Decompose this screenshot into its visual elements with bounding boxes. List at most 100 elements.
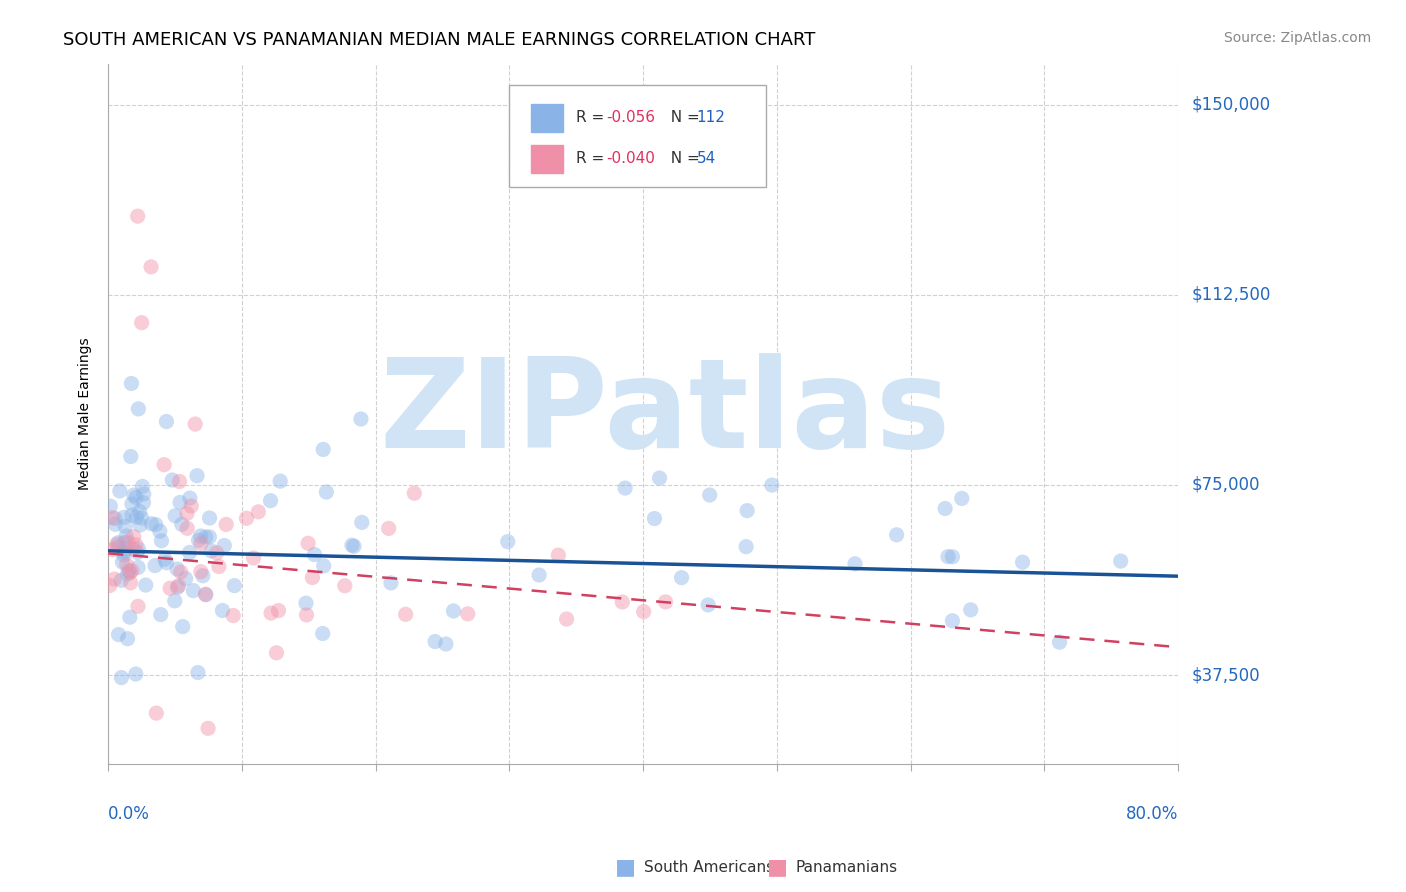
- Point: [443, 604, 465, 618]
- Point: [103, 572, 125, 586]
- Point: [547, 548, 569, 562]
- Point: [205, 546, 228, 560]
- Text: Source: ZipAtlas.com: Source: ZipAtlas.com: [1223, 31, 1371, 45]
- Text: ■: ■: [768, 857, 787, 877]
- Text: $112,500: $112,500: [1192, 285, 1271, 304]
- Point: [165, 508, 187, 523]
- Point: [174, 572, 197, 586]
- Point: [527, 568, 550, 582]
- Bar: [531, 104, 562, 132]
- Point: [312, 558, 335, 573]
- Point: [101, 542, 124, 557]
- Point: [108, 483, 131, 498]
- Text: ZIPatlas: ZIPatlas: [380, 353, 950, 475]
- Point: [699, 488, 721, 502]
- Point: [1109, 554, 1132, 568]
- Point: [457, 607, 479, 621]
- Point: [170, 565, 193, 579]
- Point: [172, 619, 194, 633]
- Point: [936, 549, 959, 564]
- Point: [115, 558, 138, 572]
- Point: [190, 536, 212, 550]
- Point: [153, 458, 176, 472]
- Point: [235, 511, 257, 525]
- Point: [434, 637, 457, 651]
- Point: [159, 581, 181, 595]
- Point: [350, 412, 373, 426]
- Text: Panamanians: Panamanians: [796, 860, 898, 874]
- Point: [941, 614, 963, 628]
- Point: [118, 564, 141, 578]
- Point: [267, 603, 290, 617]
- Point: [187, 533, 209, 548]
- Text: ■: ■: [616, 857, 636, 877]
- Point: [215, 517, 238, 532]
- Point: [125, 510, 148, 524]
- Point: [155, 556, 177, 570]
- Point: [128, 504, 150, 518]
- Point: [959, 603, 981, 617]
- Point: [735, 540, 758, 554]
- Point: [198, 511, 221, 525]
- Point: [169, 495, 191, 509]
- Text: 0.0%: 0.0%: [108, 805, 150, 823]
- Y-axis label: Median Male Earnings: Median Male Earnings: [79, 338, 93, 491]
- Point: [200, 544, 222, 558]
- Point: [155, 415, 177, 429]
- Point: [496, 534, 519, 549]
- Text: $150,000: $150,000: [1192, 95, 1271, 113]
- Point: [127, 545, 149, 559]
- Point: [166, 581, 188, 595]
- Point: [107, 627, 129, 641]
- Point: [169, 475, 191, 489]
- Point: [176, 521, 198, 535]
- Point: [941, 549, 963, 564]
- Point: [120, 376, 142, 391]
- Point: [242, 551, 264, 566]
- Point: [260, 606, 283, 620]
- Point: [555, 612, 578, 626]
- Point: [350, 516, 373, 530]
- Point: [761, 478, 783, 492]
- Point: [735, 503, 758, 517]
- Text: R =: R =: [576, 151, 609, 166]
- Point: [179, 491, 201, 505]
- Point: [120, 450, 142, 464]
- Point: [671, 571, 693, 585]
- Point: [149, 524, 172, 539]
- Text: South Americans: South Americans: [644, 860, 775, 874]
- Point: [259, 493, 281, 508]
- Point: [101, 510, 124, 524]
- Text: -0.040: -0.040: [606, 151, 655, 166]
- Point: [153, 552, 176, 566]
- Text: 112: 112: [697, 111, 725, 126]
- Point: [121, 497, 143, 511]
- Point: [128, 542, 150, 557]
- Point: [179, 545, 201, 559]
- Point: [110, 574, 132, 588]
- Point: [612, 595, 634, 609]
- Point: [107, 535, 129, 549]
- Point: [297, 536, 319, 550]
- Point: [208, 559, 231, 574]
- Point: [114, 519, 136, 533]
- Point: [886, 528, 908, 542]
- Point: [187, 665, 209, 680]
- Point: [132, 487, 155, 501]
- Point: [304, 548, 326, 562]
- Point: [131, 511, 153, 525]
- Text: 80.0%: 80.0%: [1126, 805, 1178, 823]
- Point: [149, 607, 172, 622]
- Point: [111, 555, 134, 569]
- Point: [404, 486, 426, 500]
- Point: [170, 517, 193, 532]
- Point: [166, 562, 188, 576]
- Point: [114, 541, 136, 556]
- Point: [191, 568, 214, 582]
- Point: [127, 560, 149, 574]
- Point: [934, 501, 956, 516]
- Point: [301, 570, 323, 584]
- Point: [340, 538, 363, 552]
- Point: [194, 587, 217, 601]
- Point: [266, 646, 288, 660]
